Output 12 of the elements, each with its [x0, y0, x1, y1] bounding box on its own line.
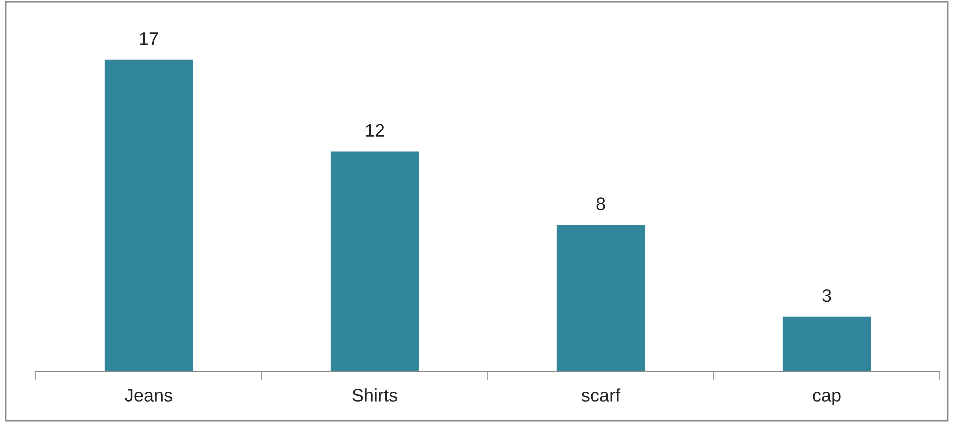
data-label: 12: [366, 124, 384, 137]
bar: [556, 225, 646, 372]
bar: [782, 316, 872, 372]
bar: [104, 60, 194, 372]
data-label: 17: [140, 32, 158, 46]
data-label: 8: [596, 198, 606, 210]
bar: [330, 152, 420, 372]
data-label: 3: [822, 289, 832, 302]
x-tick-label: scarf: [582, 388, 621, 402]
x-tick-label: Jeans: [125, 389, 172, 402]
x-tick-label: cap: [813, 392, 841, 406]
x-tick-label: Shirts: [352, 388, 398, 402]
